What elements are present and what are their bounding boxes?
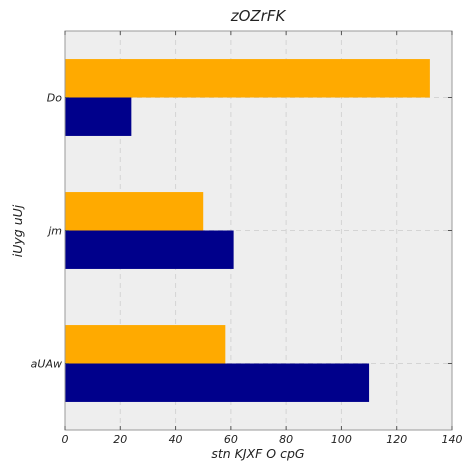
y-tick-label: jm <box>46 225 62 238</box>
x-tick-label: 20 <box>113 433 127 446</box>
bar-aUAw-series-1 <box>65 363 370 402</box>
bar-Do-series-1 <box>65 97 132 136</box>
x-tick-label: 60 <box>224 433 238 446</box>
x-tick-label: 100 <box>331 433 352 446</box>
x-tick-label: 140 <box>442 433 463 446</box>
chart-title: zOZrFK <box>230 7 287 25</box>
y-axis-label: iUyg uUj <box>10 204 25 257</box>
x-axis-label: stn KJXF O cpG <box>211 446 305 461</box>
bar-aUAw-series-2 <box>65 325 226 364</box>
x-axis-ticks: 0 20 40 60 80 100 120 140 <box>62 31 463 446</box>
x-tick-label: 80 <box>279 433 293 446</box>
y-axis-ticks: aUAw jm Do <box>31 92 452 371</box>
y-tick-label: aUAw <box>31 358 62 371</box>
x-tick-label: 40 <box>169 433 183 446</box>
x-tick-label: 0 <box>62 433 69 446</box>
bar-jm-series-2 <box>65 192 204 231</box>
bar-Do-series-2 <box>65 59 430 98</box>
y-tick-label: Do <box>47 92 62 105</box>
x-tick-label: 120 <box>386 433 407 446</box>
bars <box>65 59 430 402</box>
bar-jm-series-1 <box>65 230 234 269</box>
